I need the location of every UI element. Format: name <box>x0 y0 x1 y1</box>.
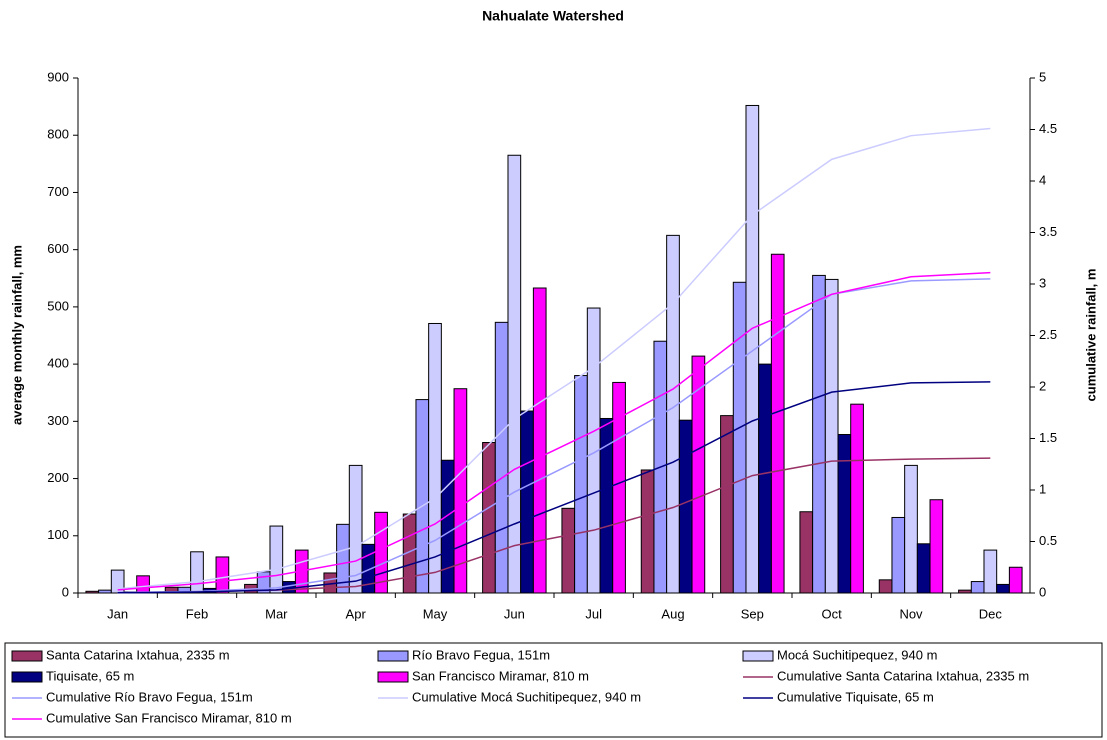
legend-box <box>4 642 1103 738</box>
bar <box>98 589 112 594</box>
legend-label: Cumulative Río Bravo Fegua, 151m <box>46 689 253 704</box>
legend-swatch <box>11 650 43 662</box>
y-tick-label: 600 <box>47 241 69 256</box>
x-tick-label: Sep <box>741 606 764 621</box>
legend-swatch <box>377 650 409 662</box>
y2-tick-label: 5 <box>1039 69 1046 84</box>
bar <box>532 287 547 594</box>
y2-tick-label: 0 <box>1039 584 1046 599</box>
x-tick-label: Jul <box>585 606 602 621</box>
x-tick-label: Dec <box>979 606 1003 621</box>
x-tick-label: Feb <box>186 606 208 621</box>
x-tick-label: Jan <box>107 606 128 621</box>
y2-tick-label: 4 <box>1039 172 1046 187</box>
bar <box>929 499 944 594</box>
bar <box>770 253 785 594</box>
legend-label: San Francisco Miramar, 810 m <box>412 668 589 683</box>
bar <box>507 154 522 594</box>
y2-tick-label: 1 <box>1039 481 1046 496</box>
bar <box>599 417 614 594</box>
legend-swatch <box>377 671 409 683</box>
y2-tick-label: 4.5 <box>1039 121 1057 136</box>
bar <box>561 507 576 594</box>
bar <box>85 590 100 594</box>
x-tick-label: Nov <box>899 606 923 621</box>
cumulative-line <box>117 271 991 591</box>
bar <box>428 322 442 594</box>
y2-tick-label: 2.5 <box>1039 327 1057 342</box>
bar <box>640 469 655 594</box>
bar <box>824 278 839 594</box>
y2-axis-title: cumulative rainfall, m <box>1083 269 1098 402</box>
bar <box>850 403 864 594</box>
bar <box>691 355 706 594</box>
legend-label: Cumulative Santa Catarina Ixtahua, 2335 … <box>777 668 1029 683</box>
y-tick-label: 100 <box>47 527 69 542</box>
y-tick-label: 0 <box>62 584 69 599</box>
y-tick-label: 800 <box>47 127 69 142</box>
bar <box>520 410 534 594</box>
bar <box>574 375 588 594</box>
legend-label: Cumulative Tiquisate, 65 m <box>777 689 934 704</box>
y-tick-label: 400 <box>47 356 69 371</box>
legend-label: Río Bravo Fegua, 151m <box>412 647 550 662</box>
x-tick-label: Mar <box>265 606 288 621</box>
bar <box>494 321 509 594</box>
y2-tick-label: 2 <box>1039 378 1046 393</box>
bar <box>136 575 150 594</box>
legend-swatch <box>11 671 43 683</box>
bar <box>666 234 680 594</box>
bar <box>916 543 931 594</box>
bar <box>837 433 852 594</box>
bar <box>799 511 814 594</box>
bar <box>878 579 893 594</box>
bar <box>758 363 772 594</box>
chart-title: Nahualate Watershed <box>482 8 624 24</box>
y2-tick-label: 3 <box>1039 275 1046 290</box>
bar <box>891 516 906 594</box>
y2-tick-label: 1.5 <box>1039 430 1057 445</box>
y2-tick-label: 3.5 <box>1039 224 1057 239</box>
legend-label: Cumulative San Francisco Miramar, 810 m <box>46 710 292 725</box>
cumulative-line <box>117 381 991 594</box>
bar <box>904 464 918 594</box>
bar <box>269 525 284 594</box>
legend-swatch <box>742 650 774 662</box>
bar <box>996 583 1010 594</box>
bar <box>110 569 125 594</box>
bar <box>190 551 204 594</box>
bar <box>732 281 747 594</box>
bar <box>970 581 985 594</box>
y-tick-label: 900 <box>47 69 69 84</box>
y-tick-label: 500 <box>47 298 69 313</box>
bar <box>453 388 468 594</box>
x-tick-label: Apr <box>346 606 367 621</box>
y-tick-label: 300 <box>47 413 69 428</box>
bar <box>1008 566 1023 594</box>
y-tick-label: 200 <box>47 470 69 485</box>
legend-label: Cumulative Mocá Suchitipequez, 940 m <box>412 689 641 704</box>
bar <box>720 415 734 594</box>
y-axis-title: average monthly rainfall, mm <box>9 245 24 425</box>
y-tick-label: 700 <box>47 184 69 199</box>
legend-label: Santa Catarina Ixtahua, 2335 m <box>46 647 230 662</box>
x-tick-label: Oct <box>822 606 843 621</box>
bar <box>612 381 626 594</box>
bar <box>983 549 998 594</box>
bar <box>745 104 760 594</box>
x-tick-label: Aug <box>661 606 684 621</box>
cumulative-line <box>117 127 991 590</box>
x-tick-label: Jun <box>504 606 525 621</box>
bar <box>812 274 826 594</box>
legend-label: Tiquisate, 65 m <box>46 668 134 683</box>
bar <box>678 419 693 594</box>
bar <box>482 442 496 594</box>
bar <box>215 556 230 594</box>
y2-tick-label: 0.5 <box>1039 533 1057 548</box>
bar <box>958 589 972 594</box>
legend-label: Mocá Suchitipequez, 940 m <box>777 647 937 662</box>
bar <box>415 399 430 594</box>
x-tick-label: May <box>423 606 448 621</box>
